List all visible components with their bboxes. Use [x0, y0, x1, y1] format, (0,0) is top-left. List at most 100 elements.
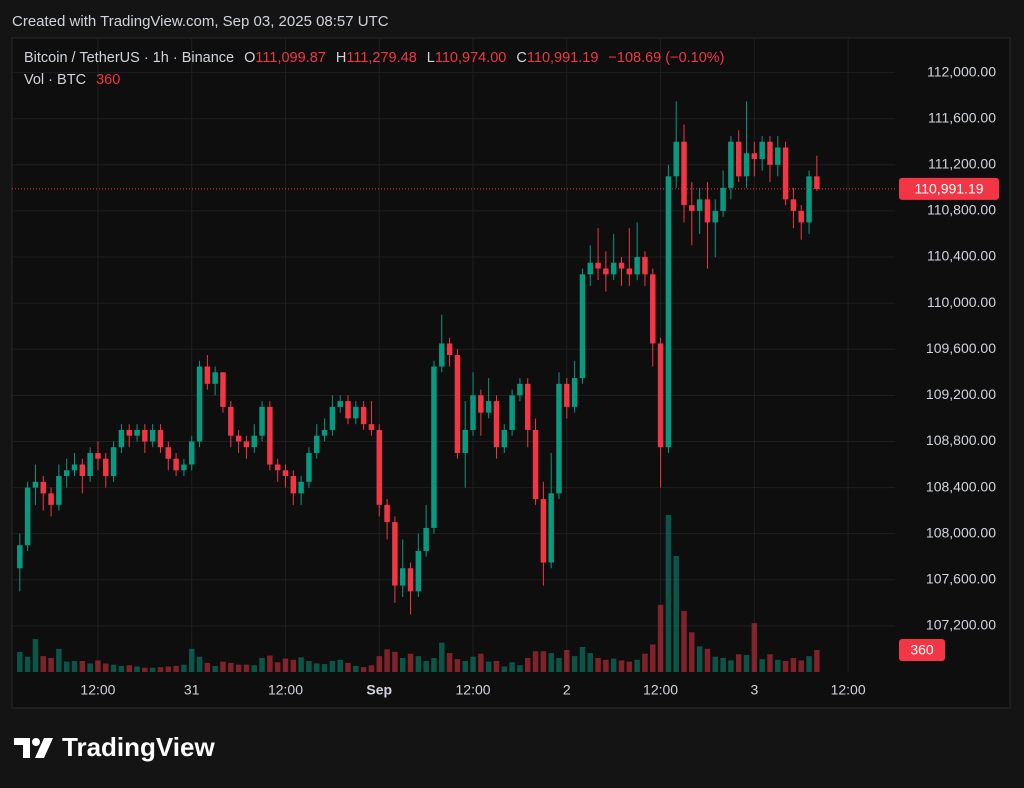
candle-body	[345, 401, 351, 419]
candle-body	[775, 147, 781, 165]
x-tick-label: 12:00	[268, 682, 303, 698]
volume-bar	[532, 651, 539, 672]
candle-body	[579, 274, 586, 379]
candle-body	[720, 187, 726, 211]
candle-body	[735, 141, 742, 177]
volume-bar	[439, 642, 445, 672]
candle-body	[314, 435, 320, 453]
volume-bar	[314, 663, 320, 672]
volume-bar	[657, 604, 664, 672]
candle-body	[540, 499, 547, 563]
candle-body	[618, 262, 625, 269]
candle-body	[110, 447, 117, 477]
candle-body	[360, 406, 367, 425]
last-price-box	[899, 177, 999, 200]
candle-body	[353, 406, 359, 419]
volume-bar	[743, 654, 750, 672]
volume-bar	[157, 667, 164, 672]
volume-bar	[579, 646, 586, 672]
volume-bar	[712, 656, 719, 672]
volume-bar	[790, 657, 797, 672]
volume-bar	[95, 660, 101, 672]
candle-body	[470, 395, 476, 430]
candle-body	[696, 199, 703, 211]
volume-bar	[618, 660, 625, 672]
volume-bar	[759, 659, 765, 672]
y-tick-label: 107,200.00	[926, 617, 996, 633]
candle-body	[181, 464, 187, 471]
candle-body	[532, 429, 539, 500]
volume-bar	[485, 661, 492, 672]
volume-bar	[587, 653, 593, 672]
volume-bar	[353, 665, 359, 672]
volume-bar	[407, 653, 414, 672]
candle-body	[610, 262, 617, 275]
volume-label-box	[899, 639, 945, 662]
x-tick-label: 3	[750, 682, 758, 698]
volume-bar	[321, 664, 328, 672]
volume-bar	[360, 667, 367, 672]
candle-body	[235, 435, 242, 442]
candle-body	[673, 141, 679, 177]
volume-bar	[423, 661, 429, 672]
volume-bar	[696, 646, 703, 672]
legend-value: 110,991.19	[527, 50, 599, 66]
candle-body	[790, 199, 797, 211]
candle-body	[798, 210, 804, 223]
volume-bar	[290, 659, 297, 672]
candle-body	[298, 481, 304, 494]
candle-body	[423, 527, 429, 551]
candle-body	[689, 205, 695, 211]
y-tick-label: 107,600.00	[926, 570, 996, 586]
y-tick-label: 109,200.00	[926, 386, 996, 402]
volume-bar	[173, 665, 179, 672]
candle-body	[743, 153, 750, 177]
candle-body	[173, 458, 179, 471]
candle-body	[392, 522, 398, 586]
y-tick-label: 110,800.00	[927, 202, 996, 218]
candle-body	[40, 481, 46, 494]
y-tick-label: 111,600.00	[928, 109, 996, 125]
volume-bar	[798, 660, 804, 672]
volume-bar	[306, 661, 312, 672]
volume-bar	[735, 654, 742, 672]
candle-body	[806, 176, 812, 223]
volume-bar	[681, 610, 687, 672]
volume-bar	[87, 663, 93, 672]
candle-body	[657, 343, 664, 448]
volume-bar	[462, 661, 468, 672]
candle-body	[282, 470, 289, 477]
candle-body	[493, 401, 500, 448]
volume-bar	[259, 657, 265, 672]
legend-value: 110,974.00	[435, 50, 507, 66]
legend: Bitcoin / TetherUS · 1h · Binance O111,0…	[24, 50, 725, 66]
candle-body	[751, 153, 758, 160]
volume-bar	[134, 666, 140, 672]
y-tick-label: 111,200.00	[928, 156, 996, 172]
y-tick-label: 112,000.00	[927, 63, 996, 79]
volume-bar	[149, 667, 156, 672]
volume-bar	[48, 657, 54, 672]
candle-body	[454, 355, 461, 453]
candle-body	[24, 487, 31, 546]
volume-bar	[298, 657, 304, 672]
volume-bar	[188, 648, 195, 672]
volume-bar	[728, 660, 734, 672]
volume-bar	[126, 665, 132, 672]
volume-bar	[767, 654, 773, 672]
logo-shape	[35, 738, 53, 758]
candle-body	[399, 568, 406, 586]
legend-value: 111,099.87	[255, 50, 325, 66]
volume-bar	[626, 661, 633, 672]
volume-bar	[415, 656, 422, 672]
volume-bar	[274, 662, 281, 672]
candle-body	[274, 464, 281, 471]
credit: Created with TradingView.com, Sep 03, 20…	[12, 13, 389, 30]
volume-bar	[610, 658, 617, 672]
volume-bar	[56, 648, 62, 672]
volume-legend: Vol · BTC 360	[24, 72, 120, 88]
candle-body	[157, 429, 164, 448]
volume-bar	[806, 656, 812, 672]
volume-bar	[673, 555, 679, 672]
candle-body	[126, 429, 132, 436]
